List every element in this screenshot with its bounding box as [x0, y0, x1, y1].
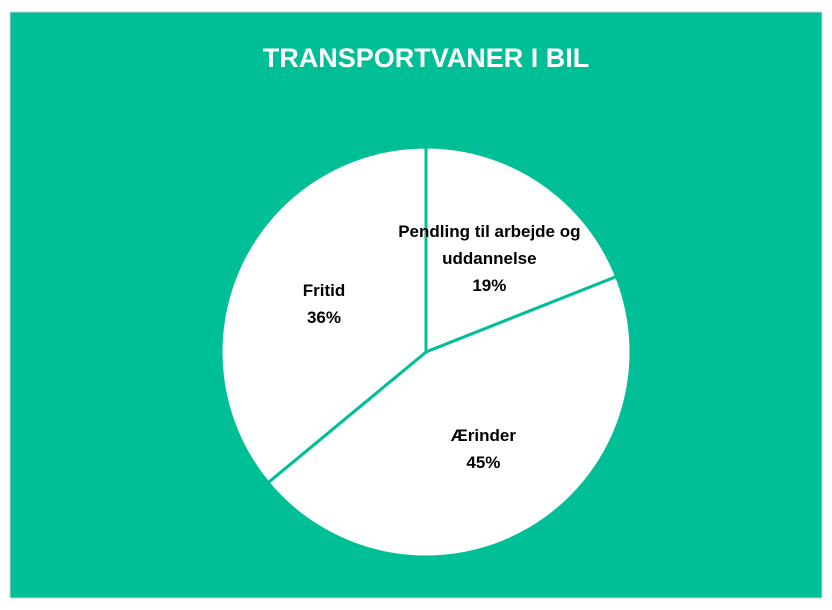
- value-label: 19%: [472, 276, 507, 296]
- slice-label: Pendling til arbejde og uddannelse 19%: [384, 218, 594, 299]
- chart-title: TRANSPORTVANER I BIL: [263, 43, 590, 73]
- value-label: 36%: [306, 307, 341, 327]
- category-label: Ærinder: [450, 426, 516, 446]
- category-label: Pendling til arbejde og uddannelse: [398, 222, 581, 269]
- slice-label: Fritid 36%: [219, 277, 429, 331]
- pie-slice: [265, 274, 633, 559]
- value-label: 45%: [466, 453, 501, 473]
- slice-label: Ærinder 45%: [378, 422, 588, 476]
- pie-slice: [424, 145, 619, 355]
- category-label: Fritid: [302, 280, 346, 300]
- pie-slice: [219, 145, 428, 485]
